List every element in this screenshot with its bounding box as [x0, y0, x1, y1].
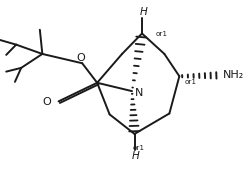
Text: H: H: [132, 151, 139, 161]
Text: or1: or1: [132, 145, 144, 151]
Text: O: O: [42, 97, 51, 107]
Text: H: H: [139, 7, 147, 17]
Text: N: N: [135, 88, 143, 98]
Text: or1: or1: [156, 31, 168, 37]
Text: O: O: [76, 53, 85, 63]
Text: NH₂: NH₂: [223, 70, 244, 80]
Text: or1: or1: [185, 79, 197, 85]
